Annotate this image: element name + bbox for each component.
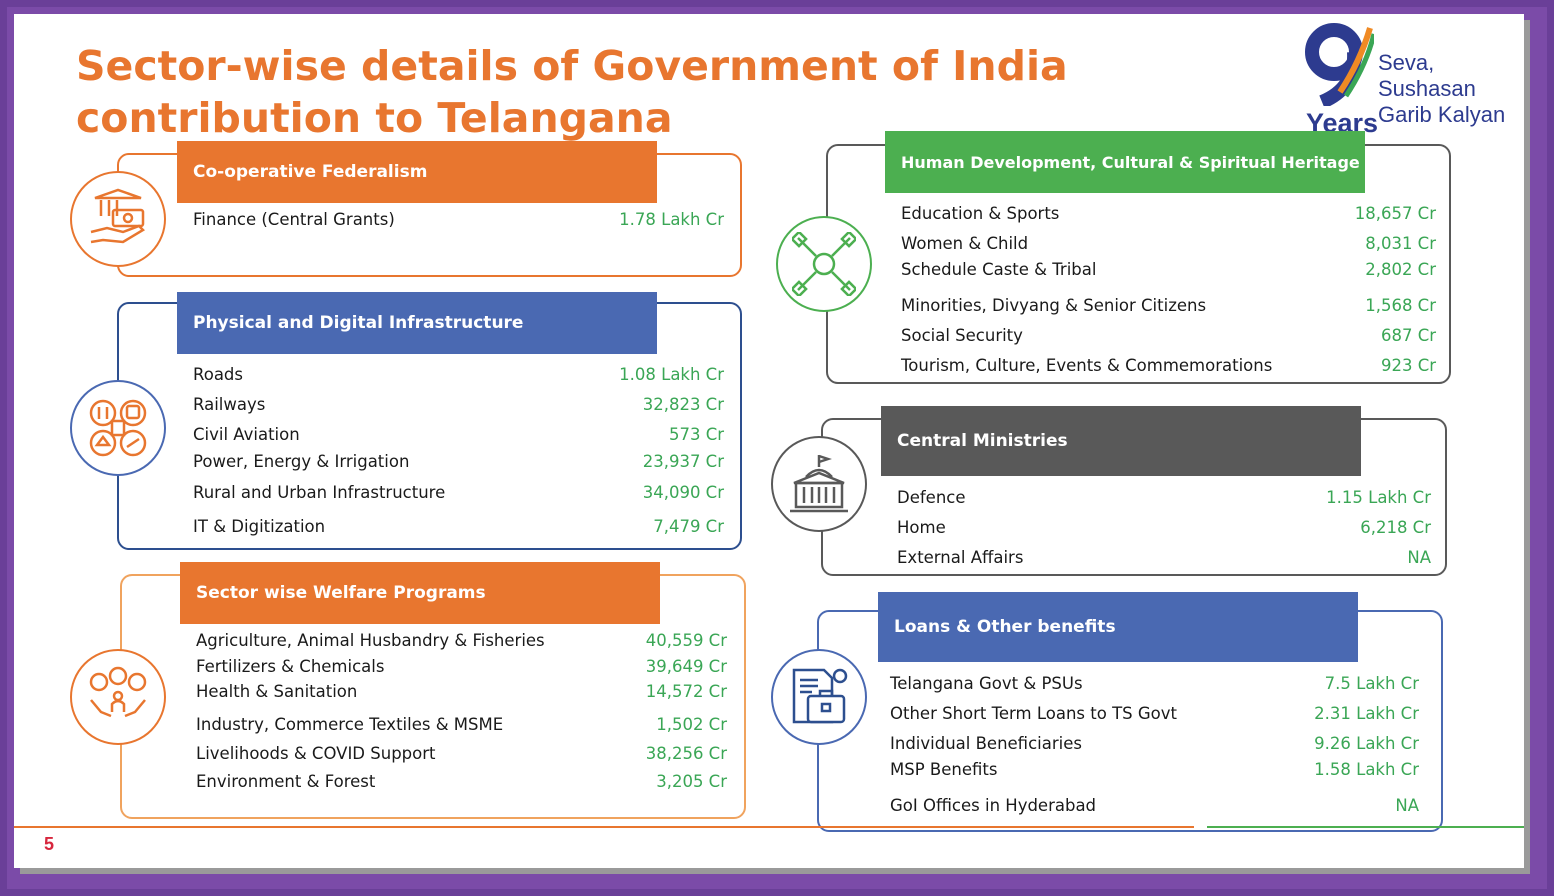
loans-value-0: 7.5 Lakh Cr	[1324, 674, 1419, 693]
cooperative-label-0: Finance (Central Grants)	[193, 210, 395, 229]
central-value-2: NA	[1407, 548, 1431, 567]
infrastructure-icon-circle	[70, 380, 166, 476]
loans-icon-circle	[771, 649, 867, 745]
loans-value-1: 2.31 Lakh Cr	[1314, 704, 1419, 723]
human-label-5: Tourism, Culture, Events & Commemoration…	[901, 356, 1273, 375]
welfare-label-2: Health & Sanitation	[196, 682, 358, 701]
infrastructure-value-2: 573 Cr	[668, 425, 724, 444]
human-value-1: 8,031 Cr	[1365, 234, 1436, 253]
infrastructure-label-3: Power, Energy & Irrigation	[193, 452, 410, 471]
loans-label-2: Individual Beneficiaries	[890, 734, 1082, 753]
central-label-1: Home	[897, 518, 946, 537]
loans-value-2: 9.26 Lakh Cr	[1314, 734, 1419, 753]
nine-years-logo-icon	[1305, 23, 1374, 106]
loans-label-1: Other Short Term Loans to TS Govt	[890, 704, 1177, 723]
human-icon-circle	[776, 216, 872, 312]
loans-label-0: Telangana Govt & PSUs	[890, 674, 1083, 693]
loans-value-3: 1.58 Lakh Cr	[1314, 760, 1419, 779]
welfare-value-0: 40,559 Cr	[645, 631, 727, 650]
logo-tagline: Seva, Sushasan Garib Kalyan	[1378, 50, 1519, 128]
human-value-0: 18,657 Cr	[1354, 204, 1436, 223]
page-number: 5	[44, 834, 55, 854]
human-label-1: Women & Child	[901, 234, 1029, 253]
infrastructure-value-3: 23,937 Cr	[642, 452, 724, 471]
human-label-4: Social Security	[901, 326, 1023, 345]
cooperative-value-0: 1.78 Lakh Cr	[619, 210, 724, 229]
human-heading: Human Development, Cultural & Spiritual …	[861, 119, 1365, 193]
welfare-label-0: Agriculture, Animal Husbandry & Fisherie…	[196, 631, 545, 650]
loans-value-4: NA	[1395, 796, 1419, 815]
infrastructure-icon	[89, 399, 147, 457]
logo-line-2: Garib Kalyan	[1378, 102, 1506, 127]
logo-line-1: Seva, Sushasan	[1378, 50, 1476, 101]
cooperative-icon-circle	[70, 171, 166, 267]
cooperative-heading: Co-operative Federalism	[153, 129, 657, 203]
human-label-0: Education & Sports	[901, 204, 1060, 223]
welfare-heading: Sector wise Welfare Programs	[156, 550, 660, 624]
welfare-label-3: Industry, Commerce Textiles & MSME	[196, 715, 504, 734]
infrastructure-value-5: 7,479 Cr	[653, 517, 724, 536]
footer-line-green	[1207, 826, 1524, 828]
infrastructure-label-5: IT & Digitization	[193, 517, 326, 536]
welfare-value-2: 14,572 Cr	[645, 682, 727, 701]
infrastructure-value-1: 32,823 Cr	[642, 395, 724, 414]
human-value-5: 923 Cr	[1380, 356, 1436, 375]
central-heading: Central Ministries	[857, 394, 1361, 476]
welfare-value-4: 38,256 Cr	[645, 744, 727, 763]
government-building-icon	[790, 454, 848, 513]
briefcase-document-icon	[792, 668, 848, 724]
welfare-icon-circle	[70, 649, 166, 745]
infrastructure-value-0: 1.08 Lakh Cr	[619, 365, 724, 384]
logo: Years Seva, Sushasan Garib Kalyan	[1304, 22, 1519, 138]
infrastructure-value-4: 34,090 Cr	[642, 483, 724, 502]
infrastructure-label-0: Roads	[193, 365, 243, 384]
loans-label-4: GoI Offices in Hyderabad	[890, 796, 1097, 815]
loans-heading: Loans & Other benefits	[854, 580, 1358, 662]
human-value-2: 2,802 Cr	[1365, 260, 1436, 279]
page-title: Sector-wise details of Government of Ind…	[76, 42, 1068, 142]
human-value-3: 1,568 Cr	[1365, 296, 1436, 315]
welfare-hands-icon	[89, 666, 147, 718]
central-value-0: 1.15 Lakh Cr	[1326, 488, 1431, 507]
welfare-label-5: Environment & Forest	[196, 772, 376, 791]
infrastructure-label-2: Civil Aviation	[193, 425, 300, 444]
human-label-3: Minorities, Divyang & Senior Citizens	[901, 296, 1207, 315]
infrastructure-label-4: Rural and Urban Infrastructure	[193, 483, 446, 502]
footer-line-orange	[14, 826, 1194, 828]
human-value-4: 687 Cr	[1380, 326, 1436, 345]
infrastructure-label-1: Railways	[193, 395, 266, 414]
central-icon-circle	[771, 436, 867, 532]
joined-hands-icon	[792, 232, 856, 296]
welfare-label-4: Livelihoods & COVID Support	[196, 744, 436, 763]
welfare-label-1: Fertilizers & Chemicals	[196, 657, 385, 676]
welfare-value-1: 39,649 Cr	[645, 657, 727, 676]
central-label-0: Defence	[897, 488, 966, 507]
welfare-value-3: 1,502 Cr	[656, 715, 727, 734]
central-label-2: External Affairs	[897, 548, 1024, 567]
loans-label-3: MSP Benefits	[890, 760, 998, 779]
money-hand-icon	[90, 188, 146, 244]
infrastructure-heading: Physical and Digital Infrastructure	[153, 280, 657, 354]
human-label-2: Schedule Caste & Tribal	[901, 260, 1097, 279]
central-value-1: 6,218 Cr	[1360, 518, 1431, 537]
slide: Sector-wise details of Government of Ind…	[14, 14, 1524, 868]
welfare-value-5: 3,205 Cr	[656, 772, 727, 791]
